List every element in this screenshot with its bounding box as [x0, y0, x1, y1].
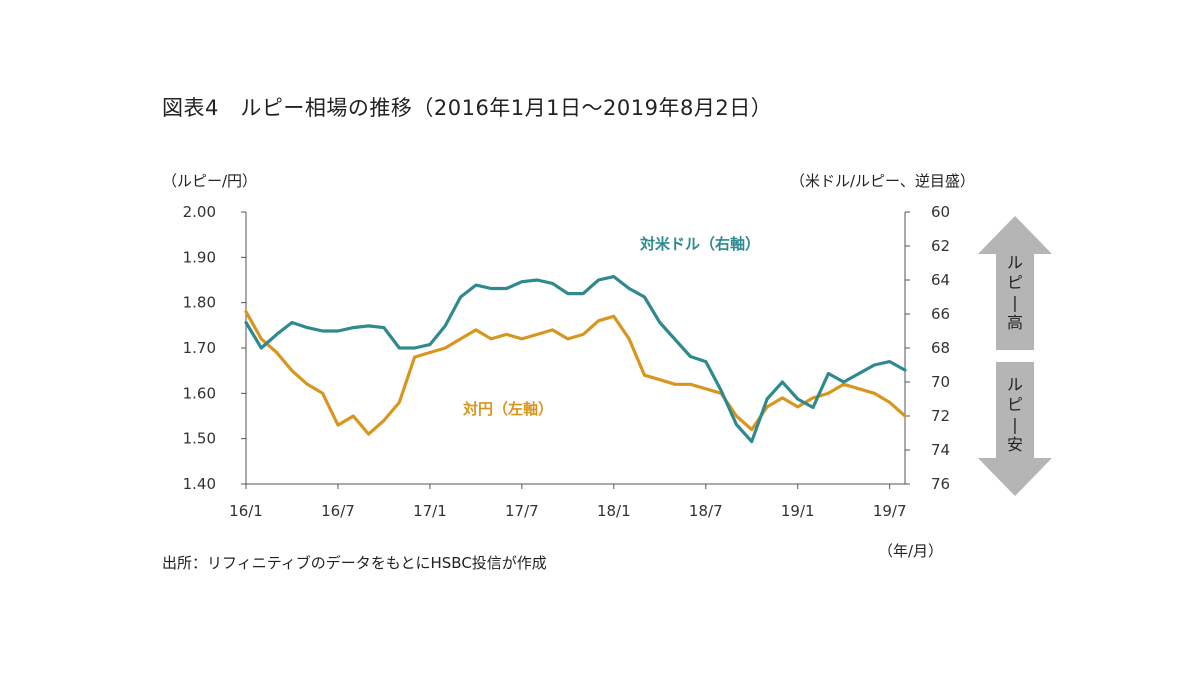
- series-label-usd: 対米ドル（右軸）: [639, 235, 760, 253]
- series-line-jpy: [244, 310, 907, 436]
- arrow-label-char: |: [1012, 415, 1017, 434]
- x-axis-unit: （年/月）: [878, 542, 944, 560]
- left-tick-label: 1.40: [183, 475, 216, 493]
- arrow-up-text: ルピ|高: [1007, 253, 1023, 332]
- arrow-label-char: 安: [1007, 435, 1023, 454]
- x-tick-label: 18/1: [597, 502, 631, 520]
- right-tick-label: 74: [931, 441, 950, 459]
- right-axis-unit: （米ドル/ルピー、逆目盛）: [790, 172, 975, 190]
- x-tick-label: 16/1: [229, 502, 263, 520]
- x-tick-label: 18/7: [689, 502, 723, 520]
- x-tick-label: 17/1: [413, 502, 447, 520]
- series-label-jpy: 対円（左軸）: [462, 400, 553, 418]
- left-tick-label: 1.70: [183, 339, 216, 357]
- series-line-usd: [244, 275, 907, 444]
- x-tick-label: 17/7: [505, 502, 539, 520]
- left-tick-label: 1.80: [183, 294, 216, 312]
- right-tick-label: 76: [931, 475, 950, 493]
- left-axis-unit: （ルピー/円）: [162, 172, 258, 190]
- arrow-label-char: ピ: [1007, 395, 1023, 414]
- chart-title: 図表4 ルピー相場の推移（2016年1月1日～2019年8月2日）: [162, 96, 773, 120]
- rupee-strong-arrow: [978, 216, 1052, 350]
- x-axis: 16/1 16/7 17/1 17/7 18/1 18/7 19/1 19/7: [229, 484, 907, 520]
- left-tick-label: 1.90: [183, 248, 216, 266]
- right-tick-label: 70: [931, 373, 950, 391]
- left-tick-label: 1.50: [183, 430, 216, 448]
- series-lines: [244, 275, 907, 444]
- arrow-label-char: |: [1012, 293, 1017, 312]
- right-tick-label: 62: [931, 237, 950, 255]
- left-tick-label: 2.00: [183, 203, 216, 221]
- x-tick-label: 16/7: [321, 502, 355, 520]
- arrow-down-text: ルピ|安: [1007, 375, 1023, 454]
- up-arrow-icon: [978, 216, 1052, 350]
- arrow-label-char: ピ: [1007, 273, 1023, 292]
- arrow-label-char: ル: [1007, 375, 1023, 394]
- right-tick-label: 64: [931, 271, 950, 289]
- arrow-label-char: ル: [1007, 253, 1023, 272]
- source-note: 出所：リフィニティブのデータをもとにHSBC投信が作成: [162, 554, 547, 572]
- left-axis: 2.00 1.90 1.80 1.70 1.60 1.50 1.40: [183, 203, 246, 493]
- right-tick-label: 66: [931, 305, 950, 323]
- right-tick-label: 68: [931, 339, 950, 357]
- right-tick-label: 72: [931, 407, 950, 425]
- right-axis: 60 62 64 66 68 70 72 74 76: [905, 203, 950, 493]
- right-tick-label: 60: [931, 203, 950, 221]
- x-tick-label: 19/7: [873, 502, 907, 520]
- x-tick-label: 19/1: [781, 502, 815, 520]
- left-tick-label: 1.60: [183, 384, 216, 402]
- down-arrow-icon: [978, 362, 1052, 496]
- rupee-weak-arrow: [978, 362, 1052, 496]
- arrow-label-char: 高: [1007, 313, 1023, 332]
